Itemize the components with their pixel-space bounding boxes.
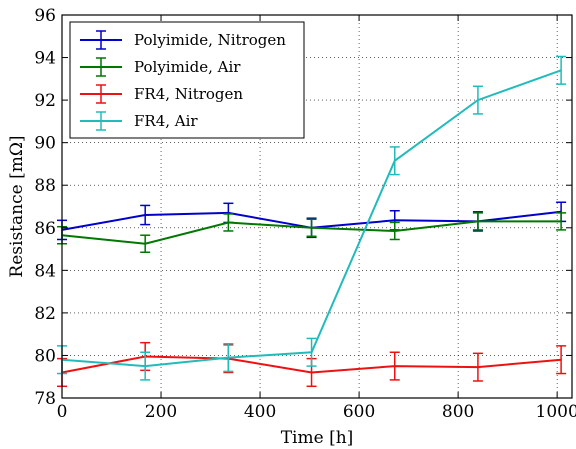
- y-axis-label: Resistance [mΩ]: [7, 135, 27, 277]
- legend: Polyimide, Nitrogen Polyimide, Air FR4, Ni…: [69, 21, 305, 139]
- axis-ticks: 0 200 400 600 800 1000 78 80 82 84 86 88 90 92 94 96: [34, 6, 576, 422]
- y-tick-label: 86: [34, 219, 56, 239]
- x-tick-label: 400: [244, 402, 276, 422]
- error-bar: [223, 342, 234, 373]
- error-bar: [140, 234, 151, 253]
- y-tick-label: 78: [34, 389, 56, 409]
- x-axis-label: Time [h]: [281, 428, 354, 448]
- legend-box: [69, 21, 305, 139]
- series-layer: [57, 55, 567, 388]
- x-tick-label: 800: [442, 402, 474, 422]
- error-bar: [556, 345, 567, 375]
- x-tick-label: 600: [343, 402, 375, 422]
- error-bar: [223, 213, 234, 232]
- error-bar: [556, 212, 567, 231]
- error-bar: [389, 221, 400, 241]
- x-tick-label: 1000: [536, 402, 576, 422]
- legend-label: Polyimide, Air: [134, 58, 241, 76]
- legend-item: Polyimide, Nitrogen: [80, 30, 286, 50]
- legend-item: FR4, Air: [80, 111, 198, 131]
- error-bar: [472, 85, 483, 115]
- y-tick-label: 96: [34, 6, 56, 26]
- legend-item: FR4, Nitrogen: [80, 84, 243, 104]
- legend-label: FR4, Nitrogen: [134, 85, 243, 103]
- y-tick-label: 82: [34, 304, 56, 324]
- error-bar: [140, 204, 151, 226]
- y-tick-label: 80: [34, 346, 56, 366]
- legend-label: FR4, Air: [134, 112, 198, 130]
- error-bar: [306, 337, 317, 367]
- error-bar: [389, 146, 400, 176]
- error-bar: [140, 351, 151, 381]
- y-tick-label: 92: [34, 91, 56, 111]
- plot-frame: [61, 14, 573, 399]
- y-tick-label: 88: [34, 176, 56, 196]
- x-tick-label: 0: [57, 402, 68, 422]
- y-tick-label: 84: [34, 261, 56, 281]
- legend-item: Polyimide, Air: [80, 57, 241, 77]
- legend-label: Polyimide, Nitrogen: [134, 31, 286, 49]
- y-tick-label: 94: [34, 49, 56, 69]
- series-polyimide-air: [57, 212, 567, 253]
- y-tick-label: 90: [34, 134, 56, 154]
- error-bar: [472, 212, 483, 231]
- x-tick-label: 200: [145, 402, 177, 422]
- error-bar: [472, 352, 483, 382]
- error-bar: [389, 351, 400, 381]
- error-bar: [556, 55, 567, 85]
- error-bar: [306, 218, 317, 238]
